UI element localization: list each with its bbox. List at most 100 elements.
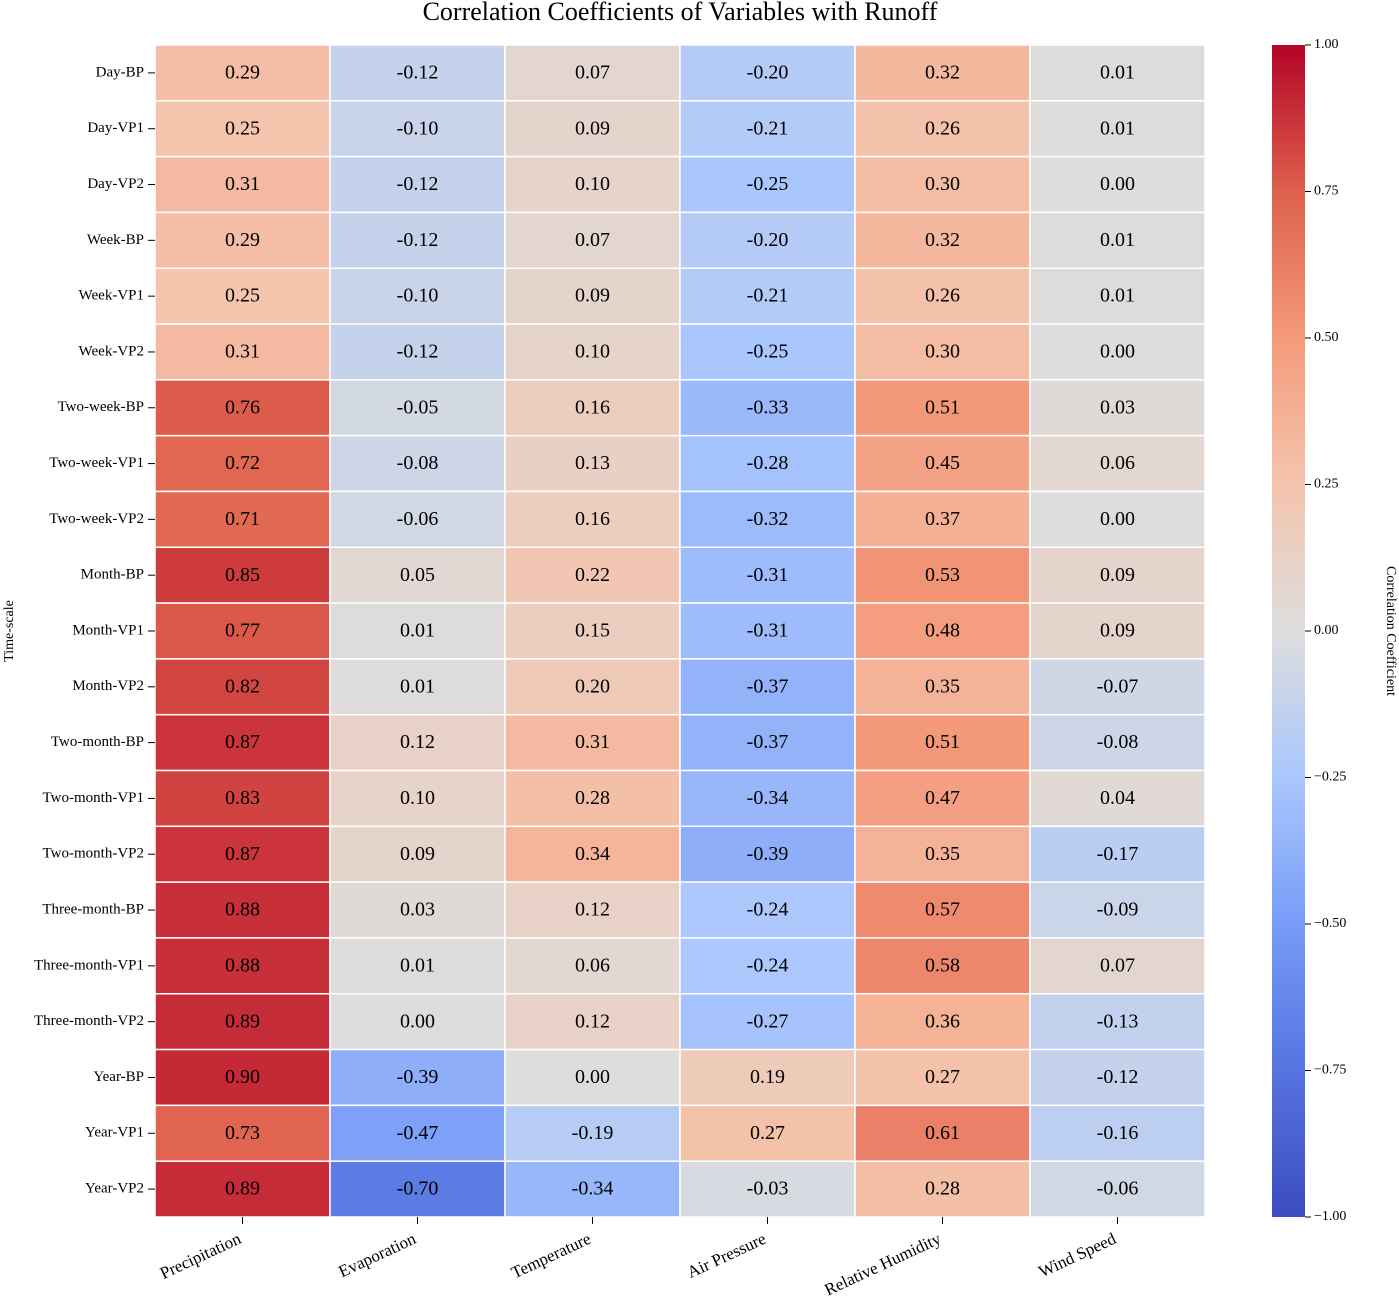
heatmap-cell <box>154 379 331 437</box>
cell-label: -0.34 <box>572 1178 614 1200</box>
cell-label: 0.03 <box>400 899 435 921</box>
y-tick-label: Two-month-BP <box>51 734 144 750</box>
y-tick-label: Week-VP2 <box>79 343 144 359</box>
cell-label: -0.17 <box>1097 843 1139 865</box>
cell-label: 0.82 <box>225 675 260 697</box>
heatmap-cell <box>679 825 856 883</box>
cell-label: 0.01 <box>400 954 435 976</box>
cell-label: 0.01 <box>1100 117 1135 139</box>
cell-label: 0.34 <box>575 843 610 865</box>
colorbar-tick-label: −0.25 <box>1314 770 1346 785</box>
heatmap-cell <box>1029 1104 1206 1162</box>
cell-label: 0.51 <box>925 396 960 418</box>
heatmap-cell <box>679 155 856 214</box>
cell-label: 0.37 <box>925 508 960 530</box>
cell-label: -0.33 <box>747 396 789 418</box>
y-tick-label: Two-week-VP1 <box>49 455 144 471</box>
cell-label: -0.16 <box>1097 1122 1139 1144</box>
colorbar-tick-label: 0.50 <box>1314 330 1339 345</box>
cell-label: -0.39 <box>397 1066 439 1088</box>
cell-label: 0.51 <box>925 731 960 753</box>
y-tick-label: Two-month-VP2 <box>43 846 144 862</box>
cell-label: -0.21 <box>747 117 789 139</box>
heatmap-cell <box>504 658 681 716</box>
heatmap-cell <box>679 434 856 493</box>
cell-label: -0.47 <box>397 1122 439 1144</box>
heatmap-cell <box>154 267 331 325</box>
heatmap-cell <box>679 602 856 660</box>
cell-label: -0.25 <box>747 173 789 195</box>
cell-label: 0.85 <box>225 564 260 586</box>
heatmap-cell <box>154 434 331 493</box>
heatmap-cell <box>854 211 1031 269</box>
heatmap-cell <box>1029 825 1206 883</box>
cell-label: -0.12 <box>397 173 439 195</box>
heatmap-cell <box>679 379 856 437</box>
cell-label: -0.10 <box>397 285 439 307</box>
y-tick-label: Month-BP <box>81 567 144 583</box>
cell-label: 0.32 <box>925 61 960 83</box>
y-tick-label: Two-week-VP2 <box>49 511 144 527</box>
heatmap-cell <box>1029 267 1206 325</box>
heatmap-cell <box>1029 769 1206 828</box>
cell-label: -0.08 <box>397 452 439 474</box>
cell-label: 0.16 <box>575 508 610 530</box>
colorbar-tick-label: 1.00 <box>1314 37 1339 52</box>
cell-label: 0.01 <box>1100 61 1135 83</box>
heatmap-cell <box>1029 713 1206 772</box>
cell-label: 0.00 <box>1100 341 1135 363</box>
heatmap-cell <box>679 1048 856 1107</box>
cell-label: 0.05 <box>400 564 435 586</box>
cell-label: 0.35 <box>925 675 960 697</box>
cell-label: 0.27 <box>750 1122 785 1144</box>
heatmap-cell <box>154 490 331 549</box>
heatmap-cell <box>504 1160 681 1218</box>
heatmap-cell <box>854 881 1031 939</box>
cell-label: 0.89 <box>225 1010 260 1032</box>
y-tick-label: Day-VP2 <box>87 176 144 192</box>
cell-label: 0.01 <box>400 675 435 697</box>
cell-label: -0.24 <box>747 899 789 921</box>
cell-label: 0.48 <box>925 620 960 642</box>
heatmap-cell <box>329 937 506 995</box>
heatmap-cell <box>329 100 506 158</box>
heatmap-cell <box>854 825 1031 883</box>
cell-label: 0.00 <box>400 1010 435 1032</box>
x-tick-label: Relative Humidity <box>822 1229 945 1300</box>
heatmap-cell <box>854 1104 1031 1162</box>
heatmap-cell <box>504 434 681 493</box>
cell-label: -0.31 <box>747 564 789 586</box>
cell-label: 0.31 <box>225 173 260 195</box>
cell-label: 0.35 <box>925 843 960 865</box>
cell-label: -0.34 <box>747 787 789 809</box>
heatmap-cell <box>1029 211 1206 269</box>
y-tick-label: Two-month-VP1 <box>43 790 144 806</box>
cell-label: 0.01 <box>1100 285 1135 307</box>
heatmap-cell <box>154 44 331 102</box>
cell-label: -0.21 <box>747 285 789 307</box>
cell-label: 0.12 <box>575 899 610 921</box>
cell-label: 0.73 <box>225 1122 260 1144</box>
cell-label: 0.53 <box>925 564 960 586</box>
heatmap-cell <box>154 658 331 716</box>
cell-label: 0.77 <box>225 620 260 642</box>
cell-label: 0.16 <box>575 396 610 418</box>
heatmap-cell <box>1029 100 1206 158</box>
heatmap-cell <box>854 1048 1031 1107</box>
heatmap-cell <box>1029 155 1206 214</box>
cell-label: 0.10 <box>400 787 435 809</box>
cell-label: 0.19 <box>750 1066 785 1088</box>
cell-label: 0.87 <box>225 843 260 865</box>
cell-label: 0.09 <box>400 843 435 865</box>
cell-label: 0.01 <box>1100 229 1135 251</box>
colorbar-tick-label: −1.00 <box>1314 1209 1346 1224</box>
cell-label: 0.31 <box>225 341 260 363</box>
heatmap-cell <box>1029 881 1206 939</box>
cell-label: 0.47 <box>925 787 960 809</box>
y-tick-label: Day-BP <box>96 64 144 80</box>
heatmap-cell <box>854 993 1031 1051</box>
cell-label: 0.88 <box>225 899 260 921</box>
heatmap-cell <box>1029 993 1206 1051</box>
cell-label: -0.28 <box>747 452 789 474</box>
heatmap-cell <box>679 713 856 772</box>
